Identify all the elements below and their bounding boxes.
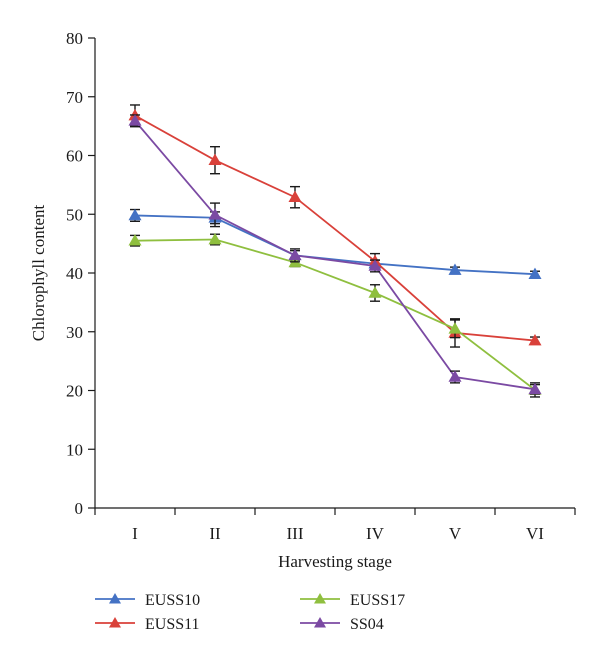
series-line (134, 238, 536, 391)
x-axis-title: Harvesting stage (278, 552, 392, 571)
legend-label: EUSS10 (145, 592, 200, 609)
data-point (368, 286, 382, 298)
data-point (288, 190, 302, 203)
series-ss04 (128, 114, 542, 395)
y-tick-label: 40 (66, 264, 83, 283)
x-tick-label: II (209, 524, 221, 543)
y-tick-label: 80 (66, 29, 83, 48)
y-axis-title: Chlorophyll content (29, 205, 48, 342)
y-tick-label: 30 (66, 323, 83, 342)
y-tick-label: 20 (66, 382, 83, 401)
y-axis-ticks: 0 10 20 30 40 50 60 70 80 (66, 29, 95, 518)
legend-item-ss04: SS04 (300, 616, 384, 633)
data-point (448, 322, 462, 334)
data-point (528, 267, 542, 279)
data-point (128, 234, 142, 246)
series-euss11 (128, 104, 542, 348)
data-point (368, 259, 382, 271)
data-point (128, 208, 142, 221)
y-tick-label: 0 (75, 499, 84, 518)
series-line (134, 120, 536, 391)
x-axis-ticks: I II III IV V VI (94, 508, 576, 543)
series-euss10 (128, 208, 542, 279)
data-point (208, 232, 222, 245)
legend-label: EUSS11 (145, 616, 200, 633)
legend-label: EUSS17 (350, 592, 405, 609)
legend-item-euss10: EUSS10 (95, 592, 200, 609)
y-tick-label: 70 (66, 88, 83, 107)
legend: EUSS10 EUSS11 EUSS17 SS04 (95, 592, 405, 633)
data-point (208, 208, 222, 220)
data-point (448, 263, 462, 275)
data-point (128, 114, 142, 126)
y-tick-label: 50 (66, 205, 83, 224)
data-point (288, 248, 302, 261)
data-point (208, 153, 222, 165)
series-euss17 (128, 232, 542, 398)
data-point (528, 382, 542, 395)
x-tick-label: IV (366, 524, 385, 543)
data-point (448, 370, 462, 382)
legend-item-euss11: EUSS11 (95, 616, 200, 633)
legend-marker (314, 593, 326, 604)
series-line (134, 214, 536, 276)
legend-marker (314, 617, 326, 628)
x-tick-label: VI (526, 524, 544, 543)
y-tick-label: 10 (66, 440, 83, 459)
y-tick-label: 60 (66, 147, 83, 166)
plot-area (128, 104, 542, 398)
legend-label: SS04 (350, 616, 384, 633)
x-tick-label: V (449, 524, 462, 543)
legend-item-euss17: EUSS17 (300, 592, 405, 609)
x-tick-label: I (132, 524, 138, 543)
series-line (134, 114, 536, 342)
data-point (528, 333, 542, 346)
legend-marker (109, 593, 121, 604)
legend-marker (109, 617, 121, 628)
x-tick-label: III (287, 524, 304, 543)
